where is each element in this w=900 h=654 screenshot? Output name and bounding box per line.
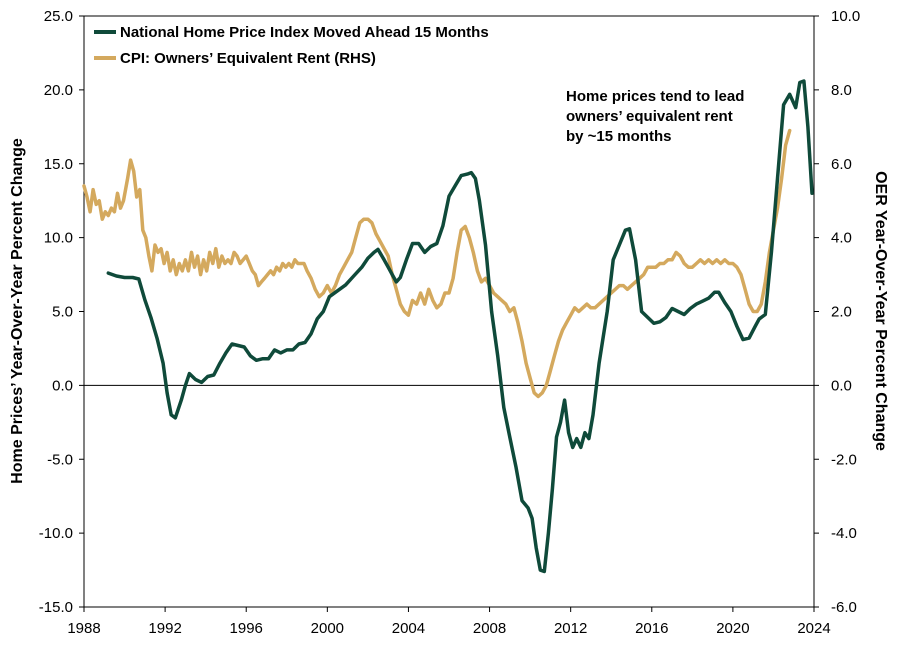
legend: National Home Price Index Moved Ahead 15…: [94, 24, 489, 67]
x-tick-label: 2008: [473, 620, 506, 637]
right-tick-label: 10.0: [831, 8, 860, 25]
series-line-home-price-index: [106, 79, 814, 574]
left-tick-label: 10.0: [44, 230, 73, 247]
x-tick-label: 2024: [797, 620, 830, 637]
x-tick-label: 2016: [635, 620, 668, 637]
x-tick-label: 1992: [148, 620, 181, 637]
left-tick-label: 20.0: [44, 82, 73, 99]
right-tick-label: 0.0: [831, 377, 852, 394]
right-tick-label: -2.0: [831, 451, 857, 468]
plot-frame: [83, 15, 815, 608]
annotation-line-1: Home prices tend to lead: [566, 88, 744, 105]
left-tick-label: -5.0: [47, 451, 73, 468]
right-tick-label: 8.0: [831, 82, 852, 99]
left-tick-label: 15.0: [44, 156, 73, 173]
x-axis-ticks: 1988 1992 1996 2000 2004 2008 2012 2016 2020 2024: [67, 607, 831, 637]
legend-label-oer: CPI: Owners’ Equivalent Rent (RHS): [120, 50, 376, 67]
right-tick-label: 2.0: [831, 304, 852, 321]
x-tick-label: 2004: [392, 620, 425, 637]
annotation-line-2: owners’ equivalent rent: [566, 108, 733, 125]
left-y-axis-ticks: 25.0 20.0 15.0 10.0 5.0 0.0 -5.0 -10.0 -15.0: [39, 8, 84, 616]
x-tick-label: 1996: [230, 620, 263, 637]
left-y-axis-title: Home Prices’ Year-Over-Year Percent Chan…: [9, 138, 26, 484]
left-tick-label: 25.0: [44, 8, 73, 25]
series-layer: [82, 79, 814, 574]
annotation: Home prices tend to lead owners’ equival…: [566, 88, 744, 145]
left-tick-label: -10.0: [39, 525, 73, 542]
series-line-owners-equivalent-rent: [82, 128, 792, 399]
left-tick-label: -15.0: [39, 599, 73, 616]
x-tick-label: 1988: [67, 620, 100, 637]
left-tick-label: 0.0: [52, 377, 73, 394]
right-tick-label: 4.0: [831, 230, 852, 247]
right-y-axis-ticks: 10.0 8.0 6.0 4.0 2.0 0.0 -2.0 -4.0 -6.0: [814, 8, 860, 616]
right-y-axis-title: OER Year-Over-Year Percent Change: [872, 171, 889, 451]
right-tick-label: 6.0: [831, 156, 852, 173]
left-tick-label: 5.0: [52, 304, 73, 321]
legend-label-home-price: National Home Price Index Moved Ahead 15…: [120, 24, 489, 41]
x-tick-label: 2012: [554, 620, 587, 637]
annotation-line-3: by ~15 months: [566, 128, 671, 145]
x-tick-label: 2000: [311, 620, 344, 637]
right-tick-label: -4.0: [831, 525, 857, 542]
x-tick-label: 2020: [716, 620, 749, 637]
right-tick-label: -6.0: [831, 599, 857, 616]
